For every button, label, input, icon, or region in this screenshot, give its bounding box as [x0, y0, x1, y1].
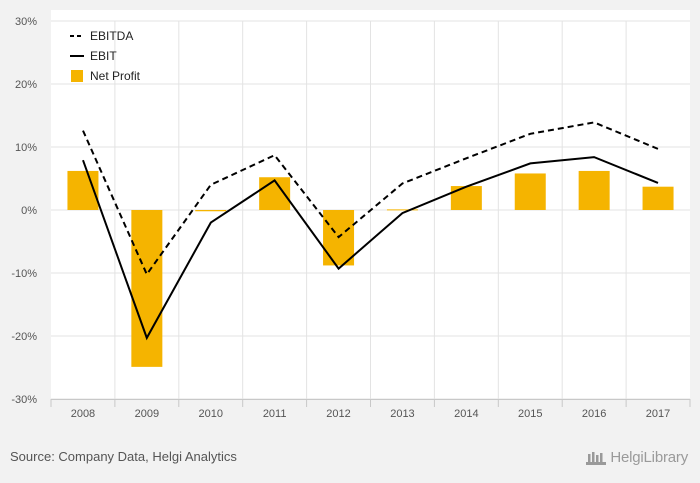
- legend-label: EBITDA: [90, 29, 133, 43]
- legend-label: EBIT: [90, 49, 117, 63]
- legend-item: Net Profit: [71, 69, 141, 83]
- y-tick-label: -20%: [11, 331, 37, 343]
- y-tick-label: 10%: [15, 142, 37, 154]
- x-tick-label: 2013: [390, 408, 414, 420]
- line-series: [82, 121, 659, 341]
- legend-label: Net Profit: [90, 69, 141, 83]
- net-profit-bar: [131, 210, 163, 367]
- net-profit-bars: [67, 170, 674, 367]
- net-profit-bar: [386, 209, 418, 211]
- x-tick-label: 2008: [71, 408, 95, 420]
- y-tick-label: -30%: [11, 394, 37, 406]
- brand-logo: HelgiLibrary: [585, 449, 688, 466]
- net-profit-bar: [514, 173, 546, 210]
- net-profit-bar: [578, 170, 610, 210]
- x-tick-label: 2011: [263, 408, 287, 420]
- legend-item: EBIT: [70, 49, 117, 63]
- y-tick-label: -10%: [11, 268, 37, 280]
- library-icon: [586, 451, 607, 465]
- axes: -30% -20% -10% 0% 10% 20% 30% 2008 2009 2010 2011 2…: [11, 16, 691, 420]
- ebitda-line: [82, 121, 659, 277]
- brand-name: HelgiLibrary: [610, 449, 688, 466]
- legend-item: EBITDA: [70, 29, 133, 43]
- ebit-line: [82, 156, 659, 341]
- x-tick-label: 2015: [518, 408, 542, 420]
- net-profit-bar: [642, 186, 674, 210]
- x-tick-label: 2017: [646, 408, 670, 420]
- x-tick-label: 2012: [326, 408, 350, 420]
- x-tick-label: 2009: [135, 408, 159, 420]
- net-profit-bar: [195, 210, 227, 212]
- y-tick-label: 0%: [21, 205, 37, 217]
- legend-swatch-bar: [71, 70, 83, 82]
- x-tick-label: 2010: [199, 408, 223, 420]
- net-profit-bar: [450, 186, 482, 210]
- y-tick-label: 30%: [15, 16, 37, 28]
- source-note: Source: Company Data, Helgi Analytics: [10, 449, 237, 464]
- x-tick-label: 2014: [454, 408, 478, 420]
- legend: EBITDA EBIT Net Profit: [70, 29, 141, 83]
- x-tick-label: 2016: [582, 408, 606, 420]
- y-tick-label: 20%: [15, 79, 37, 91]
